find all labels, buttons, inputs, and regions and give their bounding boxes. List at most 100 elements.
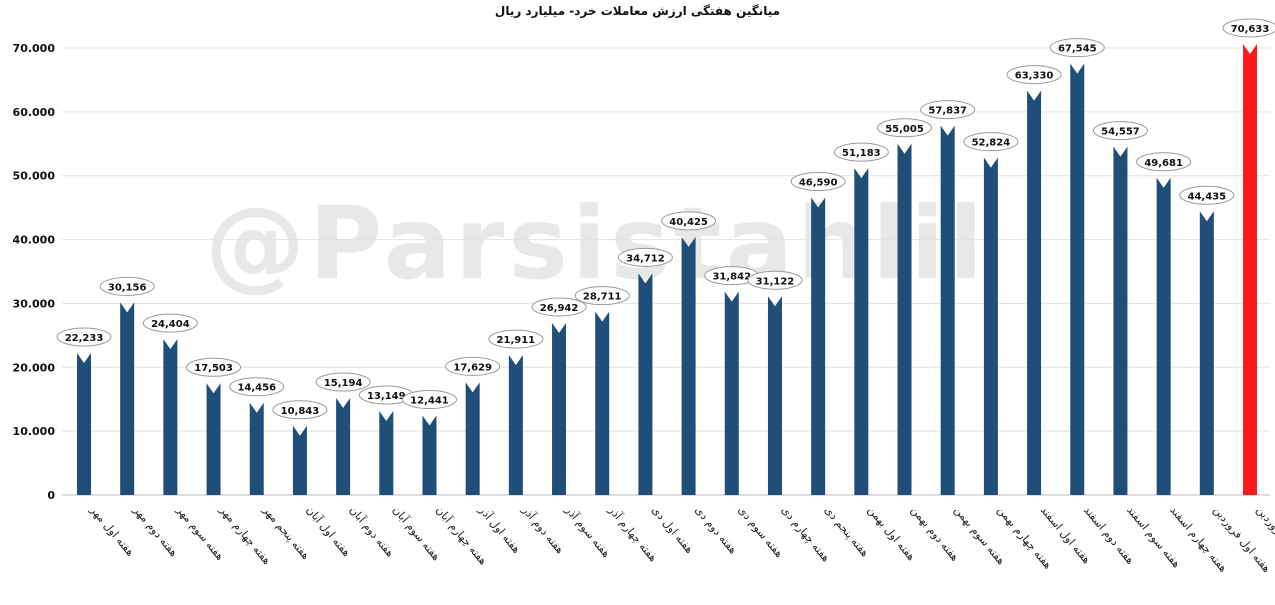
- data-label: 15,194: [324, 378, 363, 389]
- data-label: 26,942: [540, 303, 579, 314]
- x-tick-label: هفته سوم دی: [735, 504, 785, 561]
- bar: [811, 197, 826, 496]
- data-label-bubble: [1049, 38, 1105, 58]
- bar: [249, 402, 264, 495]
- bar: [983, 157, 998, 495]
- data-label: 30,156: [108, 282, 147, 293]
- bar: [1243, 43, 1257, 495]
- bar: [1027, 90, 1042, 495]
- bar: [552, 322, 567, 495]
- bar: [508, 355, 523, 495]
- bar: [1113, 146, 1128, 496]
- data-label: 14,456: [237, 383, 276, 394]
- bar: [120, 302, 135, 495]
- data-label: 46,590: [799, 177, 838, 188]
- data-label: 55,005: [885, 124, 924, 135]
- data-labels: 22,233 30,156 24,404 17,503 14,456 10,843 15,1…: [56, 18, 1275, 420]
- x-tick-label: هفته دوم مهر: [130, 503, 180, 559]
- x-tick-label: هفته دوم آذر: [519, 502, 568, 556]
- bar: [206, 383, 221, 495]
- data-label-bubble: [315, 372, 371, 392]
- y-tick-label: 50.000: [13, 170, 56, 183]
- data-label-bubble: [272, 400, 328, 420]
- data-label: 49,681: [1144, 158, 1183, 169]
- data-label-bubble: [790, 171, 846, 191]
- data-label-bubble: [574, 286, 630, 306]
- data-label: 12,441: [410, 396, 449, 407]
- bar: [422, 415, 437, 495]
- bar: [1156, 177, 1171, 495]
- data-label-bubble: [56, 327, 112, 347]
- data-label: 44,435: [1188, 191, 1227, 202]
- data-label: 52,824: [972, 138, 1011, 149]
- bar: [292, 425, 307, 495]
- data-label: 28,711: [583, 292, 622, 303]
- data-label-bubble: [186, 357, 242, 377]
- data-label-bubble: [401, 390, 457, 410]
- y-tick-label: 10.000: [13, 425, 56, 438]
- data-label-bubble: [617, 247, 673, 267]
- data-label-bubble: [1092, 121, 1148, 141]
- data-label: 22,233: [65, 333, 104, 344]
- data-label-bubble: [531, 297, 587, 317]
- bar: [897, 143, 912, 495]
- bar: [854, 168, 869, 496]
- bar: [595, 311, 610, 495]
- gridlines: [62, 47, 1270, 496]
- data-label: 31,122: [756, 276, 795, 287]
- data-label: 24,404: [151, 319, 190, 330]
- bar: [724, 291, 739, 495]
- bar: [336, 397, 351, 495]
- chart-title: میانگین هفتگی ارزش معاملات خرد- میلیارد …: [494, 4, 781, 18]
- y-tick-label: 40.000: [13, 234, 56, 247]
- x-tick-label: هفته اول آذر: [476, 502, 524, 556]
- data-label-bubble: [142, 313, 198, 333]
- data-label: 17,503: [194, 363, 233, 374]
- data-label-bubble: [747, 270, 803, 290]
- bar: [681, 236, 696, 496]
- data-label: 13,149: [367, 391, 406, 402]
- data-label: 21,911: [497, 335, 536, 346]
- data-label-bubble: [661, 211, 717, 231]
- bar: [940, 125, 955, 496]
- x-tick-label: هفته اول مهر: [87, 503, 137, 559]
- data-label-bubble: [1006, 65, 1062, 85]
- data-label: 51,183: [842, 148, 881, 159]
- bar: [163, 339, 178, 495]
- y-tick-label: 60.000: [13, 106, 56, 119]
- data-label: 63,330: [1015, 71, 1054, 82]
- data-label: 57,837: [928, 106, 967, 117]
- data-label-bubble: [877, 118, 933, 138]
- data-label: 31,842: [712, 272, 751, 283]
- y-tick-label: 30.000: [13, 297, 56, 310]
- data-label-bubble: [99, 276, 155, 296]
- data-label-bubble: [229, 377, 285, 397]
- y-axis-ticks: 0 10.000 20.000 30.000 40.000 50.000 60.000 70.…: [13, 42, 56, 502]
- data-label-bubble: [963, 132, 1019, 152]
- bar: [379, 411, 394, 495]
- y-tick-label: 20.000: [13, 361, 56, 374]
- data-label: 54,557: [1101, 127, 1140, 138]
- data-label-bubble: [488, 329, 544, 349]
- x-tick-label: هفته اول دی: [649, 504, 696, 557]
- data-label-bubble: [833, 142, 889, 162]
- data-label-bubble: [1179, 185, 1235, 205]
- data-label-bubble: [445, 356, 501, 376]
- y-tick-label: 70.000: [13, 42, 56, 55]
- bar: [1070, 63, 1085, 495]
- data-label: 17,629: [453, 362, 492, 373]
- data-label: 34,712: [626, 253, 665, 264]
- data-label: 10,843: [281, 406, 320, 417]
- data-label: 40,425: [669, 217, 708, 228]
- data-label: 70,633: [1231, 24, 1270, 35]
- data-label-bubble: [920, 100, 976, 120]
- data-label-bubble: [1136, 152, 1192, 172]
- bars: [77, 43, 1257, 496]
- bar: [77, 353, 91, 495]
- watermark-text: @Parsistahlil: [205, 185, 988, 302]
- bar: [638, 273, 653, 495]
- data-label-bubble: [1222, 18, 1275, 38]
- y-tick-label: 0: [47, 489, 55, 502]
